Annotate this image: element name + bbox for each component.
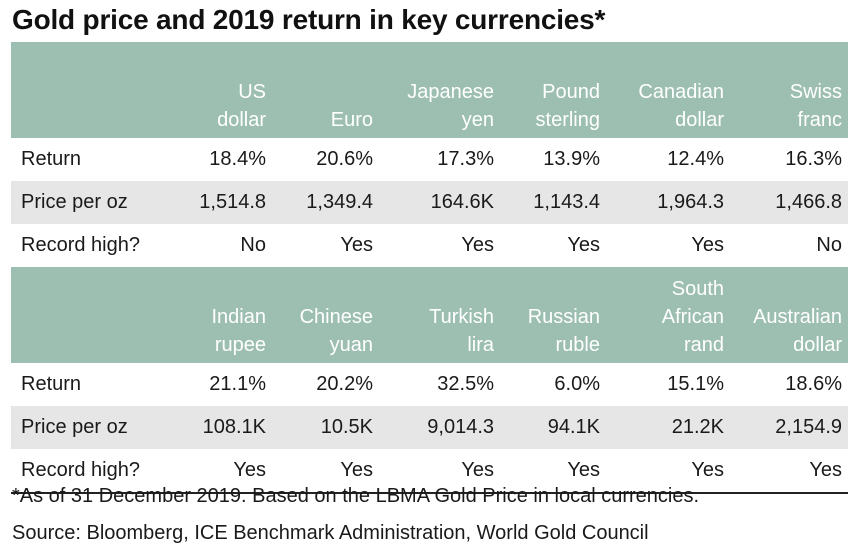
table-cell: Yes <box>500 449 606 494</box>
currency-header-line: Pound <box>542 81 600 103</box>
table-cell: 18.6% <box>785 373 842 395</box>
currency-header: Euro <box>272 42 379 138</box>
currency-header-line: rand <box>683 334 724 356</box>
currency-header-line: Indian <box>211 306 267 328</box>
currency-header: Chinese yuan <box>272 267 379 363</box>
table-cell: 6.0% <box>554 373 600 395</box>
table-row: Record high? No Yes Yes Yes Yes No <box>11 224 848 267</box>
currency-header-line: sterling <box>535 109 600 131</box>
currency-header-line: ruble <box>555 334 600 356</box>
currency-header-line: yen <box>461 109 494 131</box>
chart-title: Gold price and 2019 return in key curren… <box>12 4 606 35</box>
table-cell: 32.5% <box>437 373 494 395</box>
currency-header: Indian rupee <box>172 267 272 363</box>
currency-header: Swiss franc <box>730 42 848 138</box>
table-cell: Yes <box>172 449 272 494</box>
currency-header-line: Russian <box>527 306 600 328</box>
table-cell: Yes <box>461 234 494 256</box>
currency-header-line: Euro <box>330 109 373 131</box>
column-header-row: US dollar Euro Japanese yen Pound sterling Cana… <box>11 42 848 138</box>
table-cell: 20.6% <box>316 148 373 170</box>
currency-header: US dollar <box>172 42 272 138</box>
currency-header: Canadian dollar <box>606 42 730 138</box>
currency-header: Japanese yen <box>379 42 500 138</box>
table-cell: 94.1K <box>500 406 606 449</box>
currency-header-line: Australian <box>753 306 842 328</box>
table-row: Return 18.4% 20.6% 17.3% 13.9% 12.4% 16.3% <box>11 138 848 181</box>
table-cell: Yes <box>730 449 848 494</box>
table-cell: No <box>240 234 266 256</box>
row-label: Return <box>21 373 82 395</box>
table-cell: 1,466.8 <box>730 181 848 224</box>
table-row: Return 21.1% 20.2% 32.5% 6.0% 15.1% 18.6% <box>11 363 848 406</box>
row-label: Price per oz <box>11 406 172 449</box>
table-cell: 20.2% <box>316 373 373 395</box>
table-cell: 16.3% <box>785 148 842 170</box>
row-label: Price per oz <box>11 181 172 224</box>
currency-header-line: dollar <box>675 109 724 131</box>
currency-header: Australian dollar <box>730 267 848 363</box>
table-cell: 1,143.4 <box>500 181 606 224</box>
currency-header-line: lira <box>467 334 494 356</box>
table-cell: Yes <box>272 449 379 494</box>
currency-header-line: rupee <box>214 334 266 356</box>
header-corner <box>11 267 172 363</box>
table-cell: 15.1% <box>667 373 724 395</box>
row-label: Return <box>21 148 82 170</box>
header-corner <box>11 42 172 138</box>
table-cell: 1,964.3 <box>606 181 730 224</box>
table-cell: 1,514.8 <box>172 181 272 224</box>
table-cell: 13.9% <box>543 148 600 170</box>
table-cell: 21.2K <box>606 406 730 449</box>
row-label: Record high? <box>11 449 172 494</box>
table-row: Record high? Yes Yes Yes Yes Yes Yes <box>11 449 848 494</box>
table-cell: Yes <box>379 449 500 494</box>
table-cell: 21.1% <box>209 373 266 395</box>
gold-returns-table: US dollar Euro Japanese yen Pound sterling Cana… <box>11 42 848 494</box>
currency-header: Russian ruble <box>500 267 606 363</box>
table-cell: No <box>816 234 842 256</box>
table-cell: Yes <box>691 234 724 256</box>
table-cell: 10.5K <box>272 406 379 449</box>
table-row: Price per oz 108.1K 10.5K 9,014.3 94.1K 21.2K… <box>11 406 848 449</box>
currency-header-line: dollar <box>793 334 842 356</box>
footnote: *As of 31 December 2019. Based on the LB… <box>12 485 700 507</box>
table-cell: 2,154.9 <box>730 406 848 449</box>
table-cell: 9,014.3 <box>379 406 500 449</box>
currency-header-line: franc <box>797 109 842 131</box>
table-cell: 12.4% <box>667 148 724 170</box>
currency-header-line: Turkish <box>429 306 494 328</box>
currency-header-line: Japanese <box>407 81 494 103</box>
table-cell: 108.1K <box>172 406 272 449</box>
currency-header-line: Canadian <box>638 81 724 103</box>
currency-header: South African rand <box>606 267 730 363</box>
table-cell: 1,349.4 <box>272 181 379 224</box>
currency-header-line: South <box>671 278 724 300</box>
table-row: Price per oz 1,514.8 1,349.4 164.6K 1,143.4 1… <box>11 181 848 224</box>
table-cell: Yes <box>567 234 600 256</box>
currency-header-line: US <box>238 81 266 103</box>
table-cell: 17.3% <box>437 148 494 170</box>
currency-header-line: African <box>661 306 724 328</box>
table-cell: Yes <box>340 234 373 256</box>
table-cell: 164.6K <box>379 181 500 224</box>
column-header-row: Indian rupee Chinese yuan Turkish lira Russian… <box>11 267 848 363</box>
currency-header-line: yuan <box>329 334 373 356</box>
currency-header: Turkish lira <box>379 267 500 363</box>
source-note: Source: Bloomberg, ICE Benchmark Adminis… <box>12 522 649 544</box>
table-cell: 18.4% <box>209 148 266 170</box>
currency-header-line: dollar <box>217 109 266 131</box>
currency-header: Pound sterling <box>500 42 606 138</box>
row-label: Record high? <box>21 234 140 256</box>
currency-header-line: Chinese <box>299 306 373 328</box>
currency-header-line: Swiss <box>789 81 842 103</box>
table-cell: Yes <box>606 449 730 494</box>
